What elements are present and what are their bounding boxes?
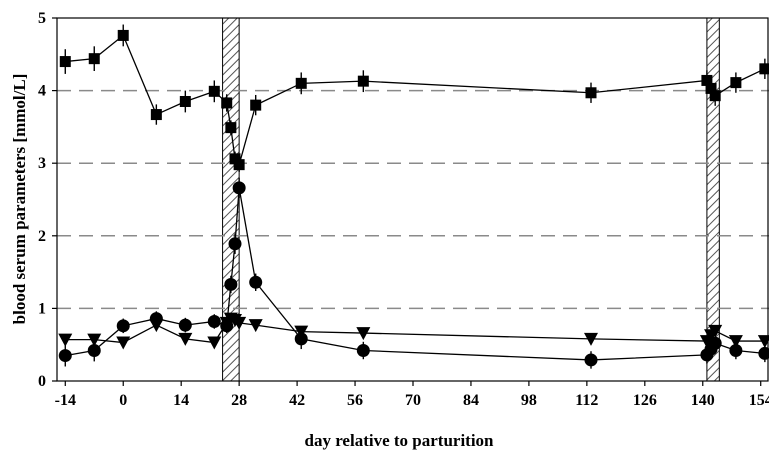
data-point-square bbox=[88, 53, 100, 65]
y-axis-title: blood serum parameters [mmol/L] bbox=[10, 74, 29, 325]
data-point-triangle bbox=[728, 335, 743, 349]
data-point-square bbox=[233, 159, 245, 171]
series-circle bbox=[58, 177, 769, 369]
y-tick-label-3: 3 bbox=[38, 155, 46, 172]
data-point-triangle bbox=[116, 336, 131, 350]
x-tick-label-126: 126 bbox=[633, 392, 657, 409]
x-tick-label--14: -14 bbox=[55, 392, 76, 409]
data-point-triangle bbox=[248, 319, 263, 333]
data-point-square bbox=[229, 153, 241, 165]
x-tick-label-84: 84 bbox=[463, 392, 479, 409]
y-tick-label-0: 0 bbox=[38, 373, 46, 390]
data-point-square bbox=[730, 77, 742, 89]
data-point-square bbox=[759, 63, 769, 75]
series-triangle-down bbox=[58, 312, 769, 350]
data-point-square bbox=[585, 87, 597, 99]
x-tick-label-28: 28 bbox=[231, 392, 247, 409]
data-point-circle bbox=[249, 275, 263, 289]
x-tick-label-98: 98 bbox=[521, 392, 537, 409]
data-point-triangle bbox=[149, 319, 164, 333]
data-point-circle bbox=[87, 344, 101, 358]
data-point-circle bbox=[178, 318, 192, 332]
data-point-circle bbox=[58, 349, 72, 363]
data-point-triangle bbox=[708, 324, 723, 338]
data-point-circle bbox=[758, 346, 769, 360]
data-point-square bbox=[225, 122, 237, 134]
data-point-triangle bbox=[584, 332, 598, 346]
series-line-square bbox=[65, 34, 766, 167]
x-axis-title: day relative to parturition bbox=[304, 431, 494, 450]
data-point-circle bbox=[224, 277, 238, 291]
data-point-square bbox=[208, 85, 220, 97]
data-point-triangle bbox=[58, 333, 73, 347]
x-tick-label-0: 0 bbox=[119, 392, 127, 409]
data-point-square bbox=[117, 29, 129, 41]
data-series bbox=[58, 24, 769, 369]
gridlines bbox=[57, 89, 769, 310]
data-point-triangle bbox=[87, 333, 102, 347]
data-point-circle bbox=[228, 237, 242, 251]
data-point-square bbox=[179, 95, 191, 107]
y-tick-label-2: 2 bbox=[38, 228, 46, 245]
data-point-square bbox=[709, 90, 721, 102]
x-tick-label-42: 42 bbox=[289, 392, 305, 409]
data-point-circle bbox=[207, 314, 221, 328]
x-tick-label-14: 14 bbox=[173, 392, 189, 409]
x-tick-label-70: 70 bbox=[405, 392, 421, 409]
data-point-circle bbox=[729, 344, 743, 358]
data-point-triangle bbox=[232, 316, 247, 330]
data-point-triangle bbox=[294, 325, 309, 339]
x-tick-label-140: 140 bbox=[691, 392, 715, 409]
data-point-triangle bbox=[356, 327, 371, 341]
data-point-square bbox=[59, 56, 71, 68]
y-tick-label-5: 5 bbox=[38, 10, 46, 27]
data-point-square bbox=[701, 74, 713, 86]
data-point-triangle bbox=[207, 336, 222, 350]
data-point-circle bbox=[294, 332, 308, 346]
data-point-triangle bbox=[178, 332, 193, 346]
axes: 0 1 2 3 4 5 -14 0 14 28 42 56 70 84 98 112 126 140 154 bbox=[38, 10, 769, 409]
y-tick-label-4: 4 bbox=[38, 83, 46, 100]
data-point-circle bbox=[356, 344, 370, 358]
plot-frame bbox=[56, 17, 769, 382]
data-point-square bbox=[221, 97, 233, 109]
data-point-circle bbox=[116, 319, 130, 333]
x-tick-label-154: 154 bbox=[749, 392, 769, 409]
data-point-circle bbox=[232, 181, 246, 195]
data-point-square bbox=[250, 99, 262, 111]
x-tick-label-112: 112 bbox=[575, 392, 598, 409]
data-point-circle bbox=[584, 353, 598, 367]
data-point-triangle bbox=[757, 335, 769, 349]
y-tick-label-1: 1 bbox=[38, 300, 46, 317]
x-tick-label-56: 56 bbox=[347, 392, 363, 409]
data-point-square bbox=[705, 82, 717, 94]
series-square bbox=[59, 24, 769, 172]
data-point-square bbox=[357, 75, 369, 87]
data-point-square bbox=[295, 77, 307, 89]
data-point-square bbox=[150, 109, 162, 121]
